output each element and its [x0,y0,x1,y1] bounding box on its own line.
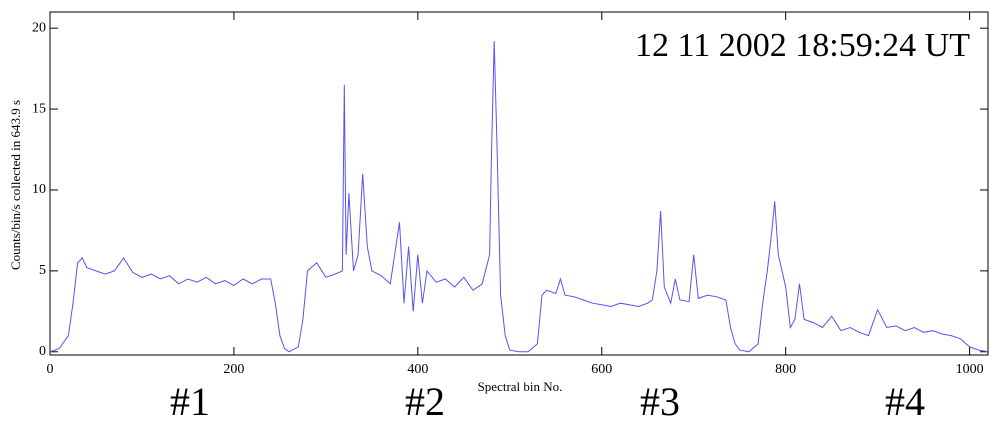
x-tick-label: 1000 [956,362,984,377]
x-tick-label: 800 [775,362,796,377]
x-tick-label: 400 [407,362,428,377]
spectrum-line [49,41,989,353]
y-tick-label: 15 [32,101,46,116]
y-axis-label: Counts/bin/s collected in 643.9 s [8,100,23,270]
x-tick-label: 0 [47,362,54,377]
region-label: #3 [640,379,680,424]
region-label: #4 [885,379,925,424]
chart-title: 12 11 2002 18:59:24 UT [635,27,970,64]
x-tick-label: 200 [223,362,244,377]
y-tick-label: 5 [39,263,46,278]
region-label: #1 [170,379,210,424]
plot-frame [49,11,989,356]
region-label: #2 [405,379,445,424]
x-tick-label: 600 [591,362,612,377]
y-tick-label: 20 [32,20,46,35]
y-tick-label: 10 [32,182,46,197]
y-tick-label: 0 [39,344,46,359]
x-axis-label: Spectral bin No. [478,379,563,394]
